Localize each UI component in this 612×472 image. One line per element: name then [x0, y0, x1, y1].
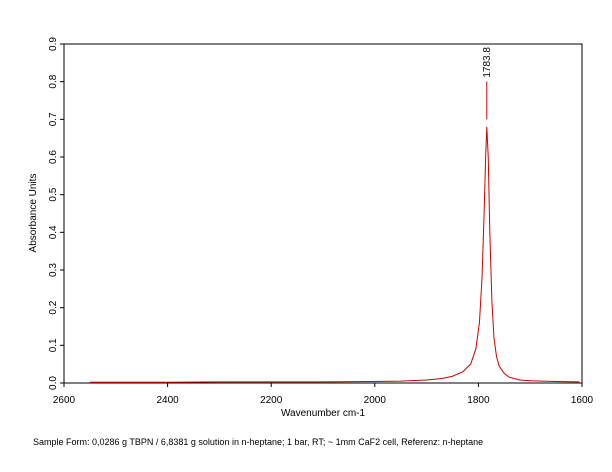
x-tick-label: 2400: [156, 395, 179, 406]
x-tick-label: 1600: [571, 395, 594, 406]
x-tick-label: 2000: [364, 395, 387, 406]
y-tick-label: 0.1: [48, 338, 59, 352]
y-tick-label: 0.9: [48, 37, 59, 51]
y-tick-label: 0.2: [48, 300, 59, 314]
y-tick-label: 0.6: [48, 150, 59, 164]
y-axis-label: Absorbance Units: [28, 174, 39, 253]
y-tick-label: 0.7: [48, 112, 59, 126]
x-tick-label: 1800: [467, 395, 490, 406]
y-tick-label: 0.3: [48, 263, 59, 277]
peak-label: 1783.8: [482, 47, 493, 78]
y-tick-label: 0.5: [48, 187, 59, 201]
x-tick-label: 2200: [260, 395, 283, 406]
x-tick-label: 2600: [53, 395, 76, 406]
y-tick-label: 0.0: [48, 376, 59, 390]
x-axis-label: Wavenumber cm-1: [281, 408, 366, 419]
y-tick-label: 0.8: [48, 74, 59, 88]
y-tick-label: 0.4: [48, 225, 59, 239]
footer-note: Sample Form: 0,0286 g TBPN / 6,8381 g so…: [33, 437, 483, 447]
spectrum-line: [89, 126, 580, 383]
plot-frame: [63, 43, 583, 384]
